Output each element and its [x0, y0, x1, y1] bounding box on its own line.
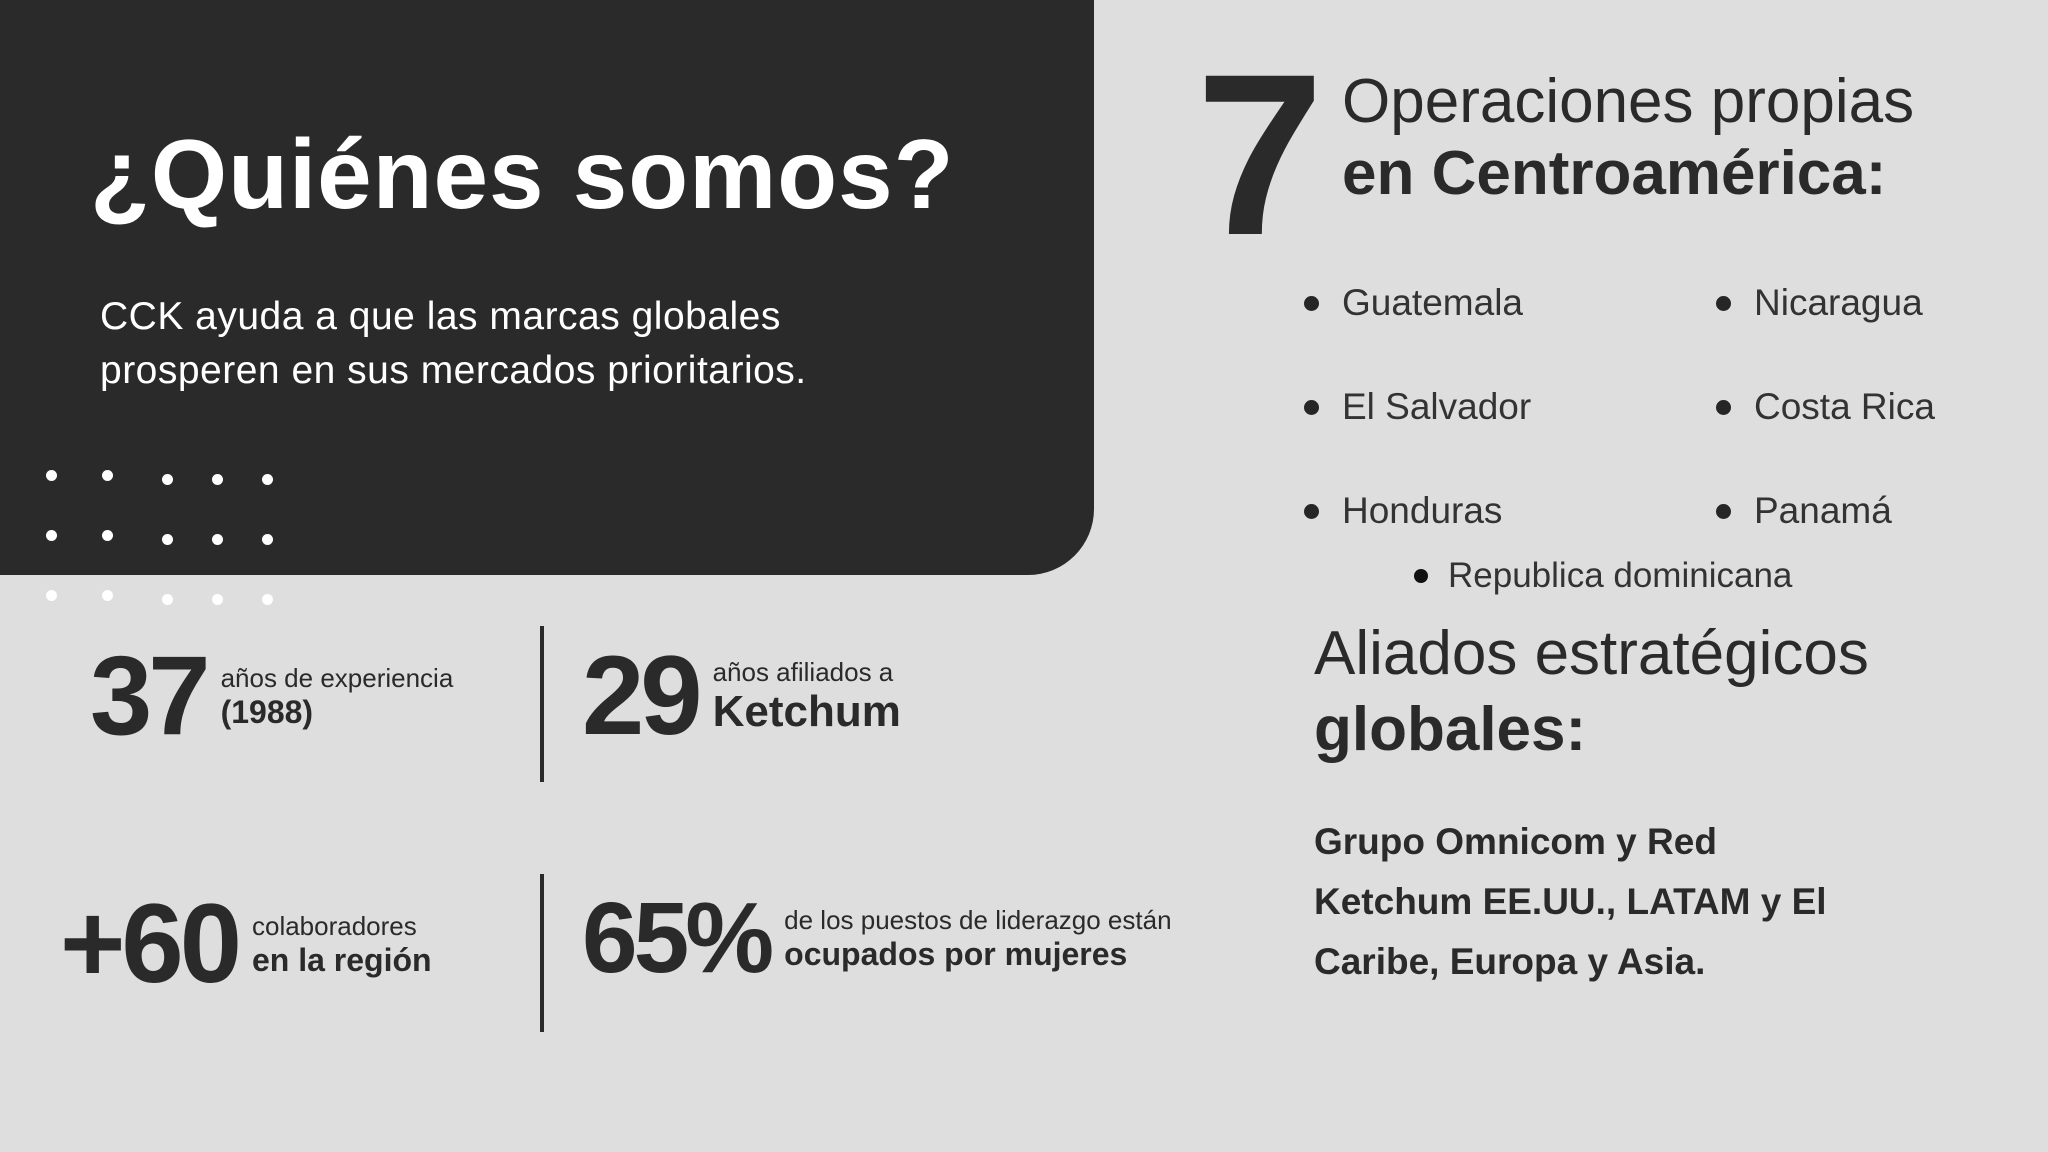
- stat-label: de los puestos de liderazgo están ocupad…: [784, 904, 1171, 972]
- stat-experience: 37 años de experiencia (1988): [90, 640, 453, 752]
- decorative-dot: [212, 594, 223, 605]
- country-item: Nicaragua: [1716, 282, 1923, 324]
- decorative-dot: [162, 534, 173, 545]
- country-item: Costa Rica: [1716, 386, 1935, 428]
- stat-label: colaboradores en la región: [252, 910, 432, 978]
- operations-count: 7: [1196, 26, 1324, 283]
- decorative-dot: [102, 590, 113, 601]
- country-item: Panamá: [1716, 490, 1892, 532]
- bullet-icon: [1716, 295, 1731, 311]
- allies-text-line2: Ketchum EE.UU., LATAM y El: [1314, 881, 1827, 922]
- allies-text-line3: Caribe, Europa y Asia.: [1314, 941, 1706, 982]
- operations-title: Operaciones propias en Centroamérica:: [1342, 66, 1914, 210]
- country-label: Panamá: [1754, 490, 1892, 531]
- decorative-dot: [212, 474, 223, 485]
- bullet-icon: [1716, 399, 1731, 415]
- bullet-icon: [1304, 503, 1319, 519]
- decorative-dot-grid: [46, 470, 286, 620]
- country-label: Honduras: [1342, 490, 1503, 531]
- country-label: Guatemala: [1342, 282, 1523, 323]
- country-label: Republica dominicana: [1448, 556, 1793, 595]
- country-item: El Salvador: [1304, 386, 1531, 428]
- decorative-dot: [46, 590, 57, 601]
- stat-number: +60: [60, 881, 242, 1006]
- stat-label-line1: colaboradores: [251, 911, 417, 941]
- stat-number: 29: [582, 633, 703, 758]
- decorative-dot: [262, 474, 273, 485]
- decorative-dot: [262, 594, 273, 605]
- operations-title-line1: Operaciones propias: [1342, 67, 1915, 136]
- stat-collaborators: +60 colaboradores en la región: [60, 888, 432, 1000]
- stat-label-line1: años afiliados a: [712, 657, 894, 687]
- stat-label-line2: Ketchum: [712, 687, 901, 736]
- allies-title-line1: Aliados estratégicos: [1314, 619, 1869, 688]
- page-title: ¿Quiénes somos?: [90, 119, 955, 229]
- bullet-icon: [1304, 295, 1319, 311]
- stat-label-line2: en la región: [251, 942, 432, 978]
- country-item: Republica dominicana: [1414, 556, 1792, 596]
- decorative-dot: [46, 470, 57, 481]
- allies-title: Aliados estratégicos globales:: [1314, 616, 1869, 768]
- decorative-dot: [46, 530, 57, 541]
- allies-description: Grupo Omnicom y Red Ketchum EE.UU., LATA…: [1314, 812, 1954, 992]
- hero-subtitle-line1: CCK ayuda a que las marcas globales: [100, 295, 781, 338]
- stat-number: 37: [90, 633, 211, 758]
- hero-panel: ¿Quiénes somos? CCK ayuda a que las marc…: [0, 0, 1094, 575]
- stat-label-line2: (1988): [220, 694, 314, 730]
- bullet-icon: [1304, 399, 1319, 415]
- operations-title-line2: en Centroamérica:: [1342, 139, 1887, 208]
- country-item: Guatemala: [1304, 282, 1523, 324]
- decorative-dot: [212, 534, 223, 545]
- stat-women-leadership: 65% de los puestos de liderazgo están oc…: [582, 888, 1172, 988]
- stat-label: años afiliados a Ketchum: [713, 656, 901, 736]
- divider: [540, 874, 544, 1032]
- stat-number: 65%: [582, 882, 774, 994]
- decorative-dot: [102, 530, 113, 541]
- country-label: Costa Rica: [1754, 386, 1935, 427]
- stat-label-line1: de los puestos de liderazgo están: [784, 905, 1172, 935]
- allies-text-line1: Grupo Omnicom y Red: [1314, 821, 1717, 862]
- country-label: El Salvador: [1342, 386, 1532, 427]
- allies-title-line2: globales:: [1314, 695, 1587, 764]
- stat-ketchum: 29 años afiliados a Ketchum: [582, 640, 901, 752]
- decorative-dot: [162, 474, 173, 485]
- decorative-dot: [262, 534, 273, 545]
- decorative-dot: [102, 470, 113, 481]
- decorative-dot: [162, 594, 173, 605]
- hero-subtitle: CCK ayuda a que las marcas globales pros…: [100, 290, 1000, 398]
- divider: [540, 626, 544, 782]
- hero-subtitle-line2: prosperen en sus mercados prioritarios.: [100, 349, 807, 392]
- bullet-icon: [1414, 569, 1428, 583]
- stat-label: años de experiencia (1988): [221, 662, 454, 730]
- bullet-icon: [1716, 503, 1731, 519]
- country-label: Nicaragua: [1754, 282, 1923, 323]
- stat-label-line1: años de experiencia: [220, 663, 454, 693]
- stat-label-line2: ocupados por mujeres: [784, 936, 1128, 972]
- country-item: Honduras: [1304, 490, 1502, 532]
